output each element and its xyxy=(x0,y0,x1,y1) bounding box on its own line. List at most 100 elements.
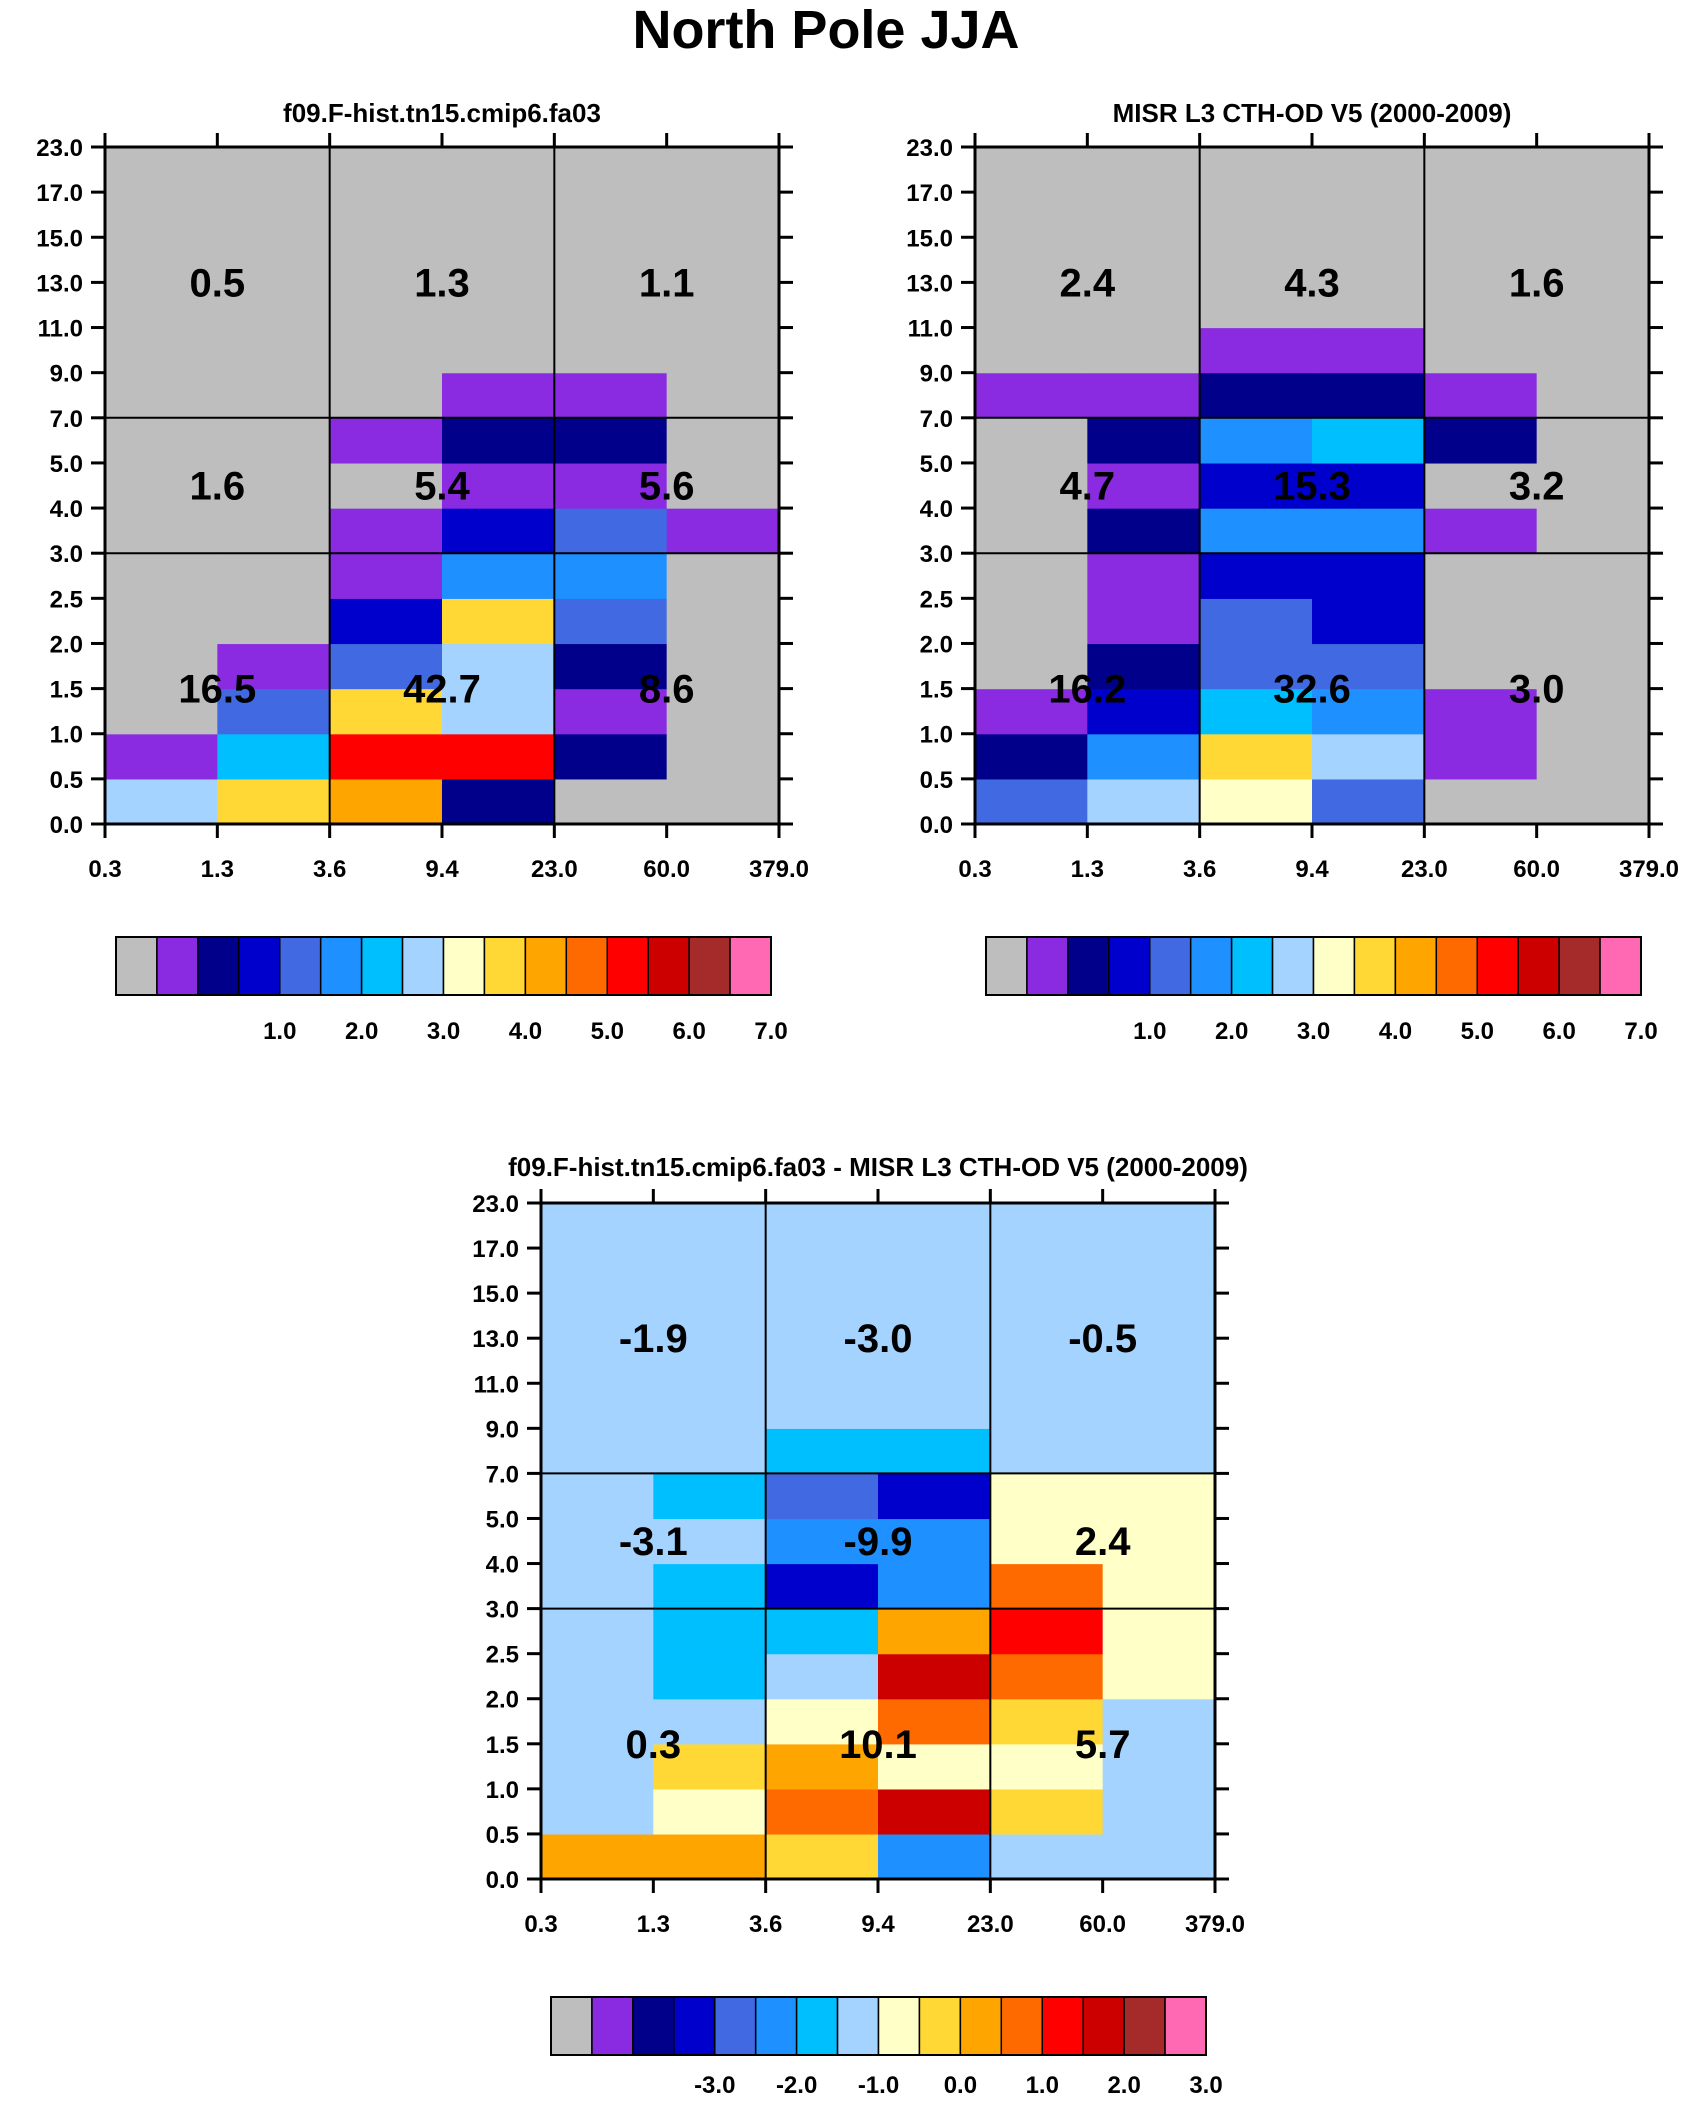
heatmap-cell xyxy=(990,1338,1104,1384)
block-value-label: 1.3 xyxy=(414,261,470,305)
heatmap-cell xyxy=(765,1833,879,1880)
heatmap-cell xyxy=(666,192,780,238)
heatmap-cell xyxy=(878,1518,991,1565)
heatmap-cell xyxy=(878,1338,991,1384)
heatmap-cell xyxy=(541,1248,654,1294)
heatmap-cell xyxy=(442,778,555,825)
heatmap-cell xyxy=(105,553,218,599)
heatmap-cell xyxy=(105,598,218,645)
heatmap-cell xyxy=(1087,508,1201,554)
heatmap-cell xyxy=(1536,778,1650,825)
heatmap-cell xyxy=(765,1653,879,1700)
heatmap-cell xyxy=(1199,192,1313,238)
x-tick-label: 0.3 xyxy=(524,1911,557,1938)
heatmap-cell xyxy=(1312,372,1425,419)
heatmap-cell xyxy=(105,462,218,509)
heatmap-cell xyxy=(990,1248,1104,1294)
colorbar-swatch xyxy=(1041,1996,1084,2056)
heatmap-cell xyxy=(975,598,1088,645)
heatmap-cell xyxy=(1102,1518,1216,1565)
block-value-label: 4.3 xyxy=(1284,261,1340,305)
colorbar-swatch xyxy=(877,1996,921,2056)
heatmap-cell xyxy=(554,778,668,825)
heatmap-cell xyxy=(105,147,218,193)
heatmap-cell xyxy=(541,1698,654,1745)
heatmap-cell xyxy=(105,327,218,374)
heatmap-cell xyxy=(990,1473,1104,1520)
x-tick-label: 379.0 xyxy=(1619,856,1679,883)
heatmap-cell xyxy=(653,1203,767,1249)
heatmap-cell xyxy=(653,1518,767,1565)
heatmap-cell xyxy=(1536,372,1650,419)
heatmap-cell xyxy=(975,643,1088,690)
colorbar-label: 1.0 xyxy=(1133,1018,1166,1045)
heatmap-cell xyxy=(666,643,780,690)
heatmap-cell xyxy=(975,508,1088,554)
heatmap-cell xyxy=(653,1248,767,1294)
heatmap-cell xyxy=(653,1338,767,1384)
block-value-label: 2.4 xyxy=(1075,1520,1131,1564)
heatmap-cell xyxy=(217,508,331,554)
heatmap-cell xyxy=(1102,1788,1216,1835)
heatmap-cell xyxy=(1199,282,1313,329)
heatmap-cell xyxy=(666,462,780,509)
colorbar-swatch xyxy=(1476,936,1519,996)
heatmap-cell xyxy=(878,1608,991,1655)
y-tick-label: 23.0 xyxy=(472,1191,519,1218)
heatmap-cell xyxy=(1087,733,1201,780)
heatmap-cell xyxy=(1102,1383,1216,1429)
heatmap-cell xyxy=(878,1653,991,1700)
colorbar-label: 0.0 xyxy=(944,2072,977,2099)
heatmap-cell xyxy=(1536,327,1650,374)
colorbar-swatch xyxy=(442,936,486,996)
heatmap-cell xyxy=(554,508,668,554)
y-tick-label: 11.0 xyxy=(38,316,83,343)
y-tick-label: 4.0 xyxy=(486,1552,519,1579)
heatmap-cell xyxy=(1102,1608,1216,1655)
heatmap-cell xyxy=(666,327,780,374)
heatmap-cell xyxy=(666,598,780,645)
heatmap-cell xyxy=(217,598,331,645)
chart-title: MISR L3 CTH-OD V5 (2000-2009) xyxy=(1113,98,1512,128)
heatmap-cell xyxy=(1087,598,1201,645)
colorbar-label: 2.0 xyxy=(1215,1018,1248,1045)
heatmap-cell xyxy=(975,192,1088,238)
heatmap-cell xyxy=(554,733,668,780)
heatmap-cell xyxy=(975,282,1088,329)
colorbar-label: -1.0 xyxy=(858,2072,899,2099)
y-tick-label: 15.0 xyxy=(906,225,953,252)
heatmap-cell xyxy=(878,1428,991,1474)
heatmap-cell xyxy=(975,553,1088,599)
colorbar-label: 3.0 xyxy=(1189,2072,1222,2099)
y-tick-label: 13.0 xyxy=(472,1326,519,1353)
heatmap-cell xyxy=(765,1698,879,1745)
heatmap-cell xyxy=(541,1383,654,1429)
y-tick-label: 13.0 xyxy=(36,270,83,297)
heatmap-cell xyxy=(554,147,668,193)
heatmap-cell xyxy=(653,1608,767,1655)
y-tick-label: 2.5 xyxy=(920,586,953,613)
y-tick-label: 3.0 xyxy=(486,1597,519,1624)
heatmap-cell xyxy=(217,237,331,283)
heatmap-cell xyxy=(1199,733,1313,780)
heatmap-panel-diff: f09.F-hist.tn15.cmip6.fa03 - MISR L3 CTH… xyxy=(472,1152,1248,2099)
heatmap-cell xyxy=(990,1203,1104,1249)
heatmap-cell xyxy=(1536,598,1650,645)
y-tick-label: 3.0 xyxy=(50,541,83,568)
y-tick-label: 7.0 xyxy=(920,406,953,433)
colorbar-label: 6.0 xyxy=(1542,1018,1575,1045)
heatmap-cell xyxy=(1199,462,1313,509)
colorbar-swatch xyxy=(1067,936,1110,996)
colorbar-label: 2.0 xyxy=(345,1018,378,1045)
heatmap-cell xyxy=(990,1743,1104,1790)
block-value-label: 0.5 xyxy=(190,261,246,305)
colorbar-label: 5.0 xyxy=(591,1018,624,1045)
heatmap-cell xyxy=(1087,462,1201,509)
heatmap-cell xyxy=(329,372,443,419)
heatmap-cell xyxy=(329,598,443,645)
colorbar-swatch xyxy=(197,936,240,996)
heatmap-cell xyxy=(1312,508,1425,554)
heatmap-cell xyxy=(1424,192,1538,238)
colorbar-swatch xyxy=(632,1996,675,2056)
